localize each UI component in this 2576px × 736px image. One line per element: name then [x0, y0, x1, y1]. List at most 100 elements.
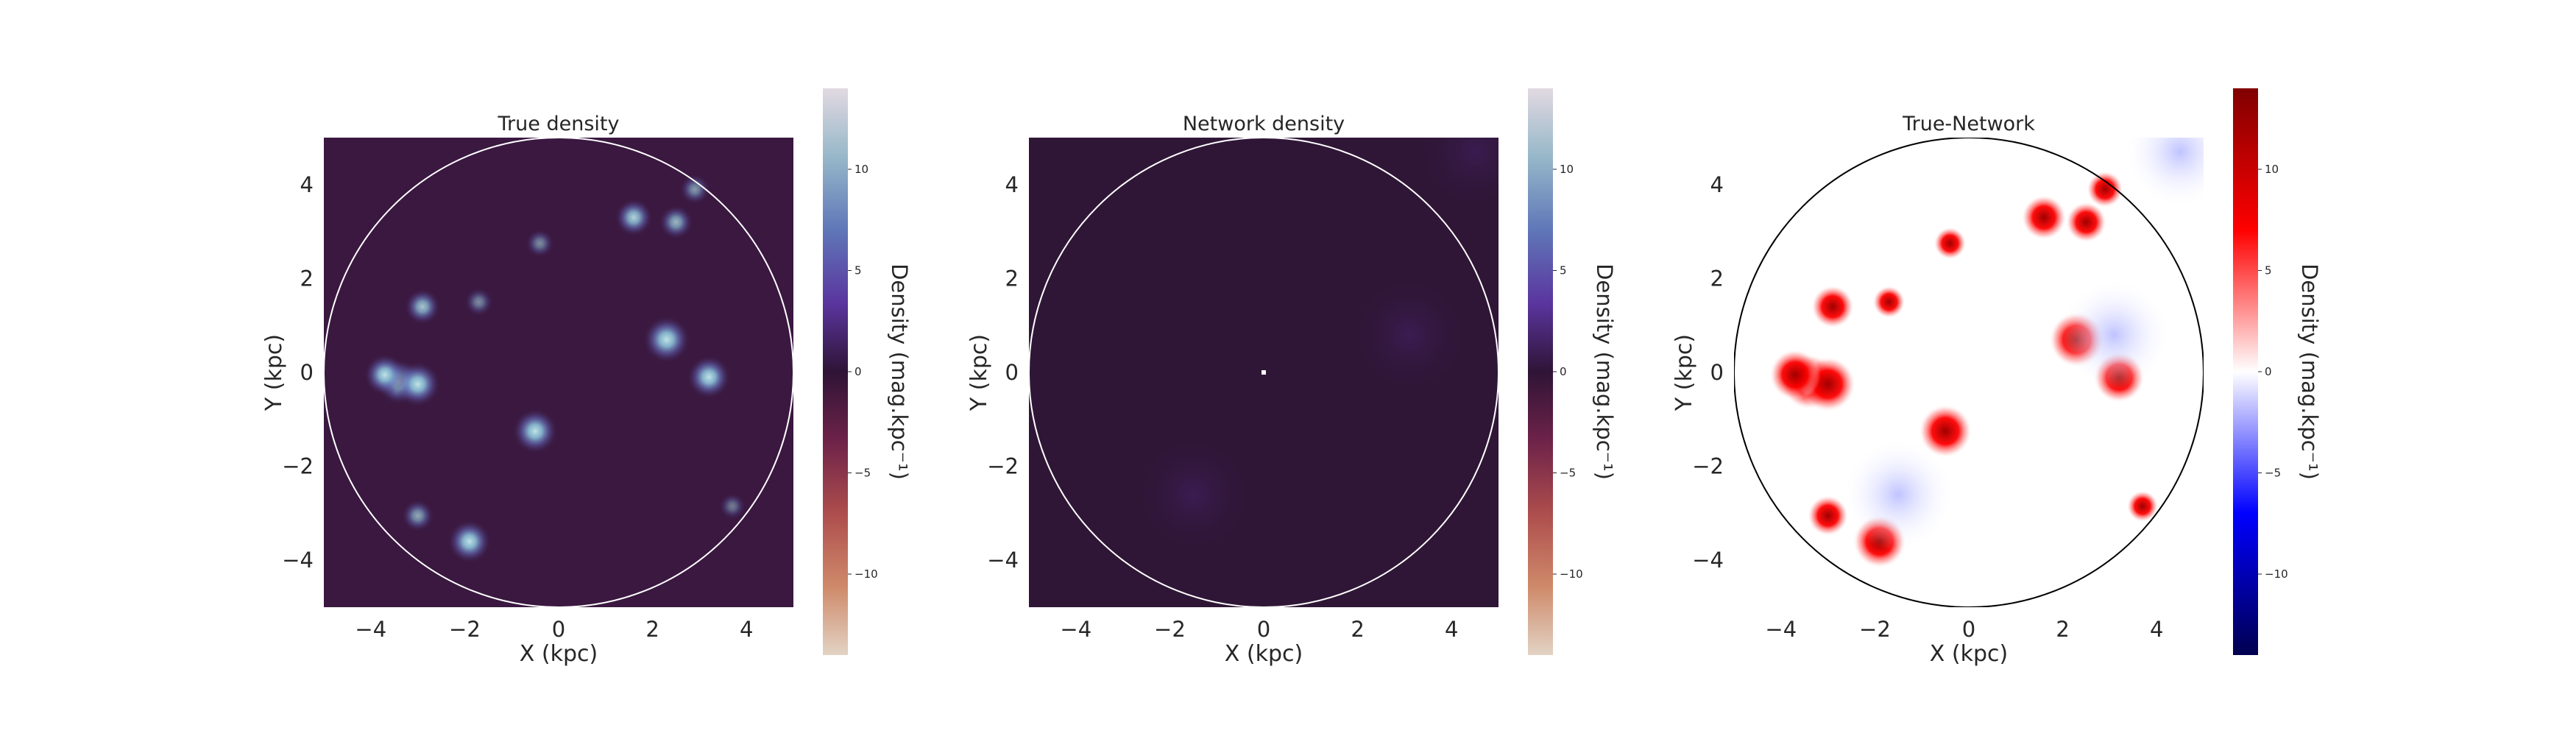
density-feature-13	[679, 174, 711, 205]
center-marker	[1262, 370, 1266, 375]
y-tick-label: 0	[1005, 360, 1019, 385]
y-tick-label: −2	[987, 454, 1019, 479]
colorbar-tick-label: 5	[1560, 264, 1567, 277]
y-tick-label: −2	[1692, 454, 1724, 479]
panel-title: Network density	[1183, 113, 1345, 135]
colorbar: 10 5 0 −5 −10 Density (mag.kpc⁻¹)	[1528, 88, 1617, 655]
y-tick-label: 4	[300, 172, 314, 197]
colorbar-gradient	[2233, 88, 2258, 655]
x-tick-label: −2	[1154, 617, 1186, 642]
plot-area	[1734, 138, 2204, 607]
density-feature-6	[1918, 404, 1972, 458]
colorbar-label: Density (mag.kpc⁻¹)	[1592, 263, 1617, 480]
density-feature-8	[404, 288, 441, 325]
density-feature-11	[614, 198, 654, 237]
panel-title: True density	[498, 113, 620, 135]
x-tick-label: 4	[2150, 617, 2163, 642]
colorbar-tick-label: 10	[854, 163, 868, 176]
colorbar-tick-label: −5	[854, 467, 871, 480]
density-feature-2	[394, 361, 441, 408]
density-feature-4	[643, 315, 691, 364]
density-feature-14	[525, 228, 555, 258]
y-axis-label: Y (kpc)	[966, 334, 992, 411]
density-feature-15	[718, 492, 746, 520]
panel-title: True-Network	[1902, 113, 2035, 135]
colorbar-tick-label: −10	[1560, 567, 1583, 581]
density-feature-5	[687, 355, 732, 400]
colorbar-tick-label: 0	[854, 365, 862, 378]
y-tick-label: −2	[282, 454, 314, 479]
colorbar-tick-label: 5	[854, 264, 862, 277]
y-tick-label: 4	[1005, 172, 1019, 197]
colorbar-gradient	[1528, 88, 1553, 655]
density-feature-16	[2058, 278, 2171, 392]
colorbar-tick-label: −5	[2265, 467, 2281, 480]
density-feature-11	[2021, 194, 2067, 240]
colorbar: 10 5 0 −5 −10 Density (mag.kpc⁻¹)	[2233, 88, 2322, 655]
density-feature-3	[1414, 138, 1498, 213]
density-feature-7	[447, 519, 492, 564]
x-axis-label: X (kpc)	[1225, 641, 1303, 667]
y-tick-label: 0	[300, 360, 314, 385]
x-tick-label: 0	[1257, 617, 1270, 642]
density-feature-14	[1933, 227, 1967, 260]
x-tick-label: −2	[449, 617, 481, 642]
colorbar: 10 5 0 −5 −10 Density (mag.kpc⁻¹)	[823, 88, 912, 655]
plot-area	[324, 138, 793, 607]
x-tick-label: 0	[552, 617, 565, 642]
panel-3: True-Network −4 −2 0 2 4 4 2 0 −2 −4 X (kpc) Y (kpc)…	[1671, 88, 2322, 667]
x-tick-label: 2	[2056, 617, 2069, 642]
density-feature-13	[2087, 171, 2123, 208]
colorbar-tick-label: 5	[2265, 264, 2272, 277]
colorbar-tick-label: 0	[1560, 365, 1567, 378]
colorbar-tick-label: −5	[1560, 467, 1576, 480]
density-feature-18	[2123, 138, 2204, 208]
colorbar-tick-label: 10	[2265, 163, 2279, 176]
x-axis-label: X (kpc)	[520, 641, 598, 667]
y-tick-label: 0	[1710, 360, 1724, 385]
colorbar-gradient	[823, 88, 848, 655]
colorbar-label: Density (mag.kpc⁻¹)	[2297, 263, 2322, 480]
colorbar-tick-label: −10	[2265, 567, 2288, 581]
y-axis-label: Y (kpc)	[1671, 334, 1697, 411]
colorbar-tick-label: −10	[854, 567, 878, 581]
x-tick-label: 2	[1351, 617, 1364, 642]
x-tick-label: 0	[1962, 617, 1975, 642]
colorbar-tick-label: 10	[1560, 163, 1574, 176]
x-tick-label: 2	[645, 617, 659, 642]
colorbar-label: Density (mag.kpc⁻¹)	[887, 263, 912, 480]
panel-1: True density −4 −2 0 2 4 4 2 0 −2 −4 X (kpc) Y (kpc)…	[261, 88, 912, 667]
plot-area	[1029, 138, 1498, 607]
density-feature-10	[1807, 495, 1849, 537]
x-tick-label: −4	[1060, 617, 1091, 642]
density-feature-3	[1769, 349, 1821, 400]
y-tick-label: −4	[1692, 548, 1724, 573]
density-feature-15	[2126, 490, 2159, 523]
density-feature-3	[364, 353, 406, 396]
y-tick-label: 2	[1710, 266, 1724, 291]
colorbar-tick-label: 0	[2265, 365, 2272, 378]
x-axis-label: X (kpc)	[1930, 641, 2008, 667]
density-feature-12	[658, 205, 694, 240]
density-feature-10	[401, 499, 434, 532]
density-feature-8	[1811, 285, 1855, 328]
density-feature-9	[1872, 286, 1906, 319]
x-tick-label: 4	[740, 617, 753, 642]
density-feature-9	[464, 287, 494, 317]
y-tick-label: 4	[1710, 172, 1724, 197]
density-feature-2	[1132, 433, 1255, 556]
density-feature-17	[1841, 438, 1955, 551]
x-tick-label: 4	[1445, 617, 1458, 642]
y-tick-label: 2	[1005, 266, 1019, 291]
y-tick-label: −4	[987, 548, 1019, 573]
x-tick-label: −4	[355, 617, 386, 642]
density-feature-1	[1348, 274, 1471, 396]
panel-2: Network density −4 −2 0 2 4 4 2 0 −2 −4 X (kpc) Y (k…	[966, 88, 1617, 667]
x-tick-label: −4	[1765, 617, 1797, 642]
y-axis-label: Y (kpc)	[261, 334, 287, 411]
density-feature-12	[2065, 202, 2107, 243]
x-tick-label: −2	[1859, 617, 1891, 642]
y-tick-label: −4	[282, 548, 314, 573]
density-feature-6	[512, 408, 559, 455]
